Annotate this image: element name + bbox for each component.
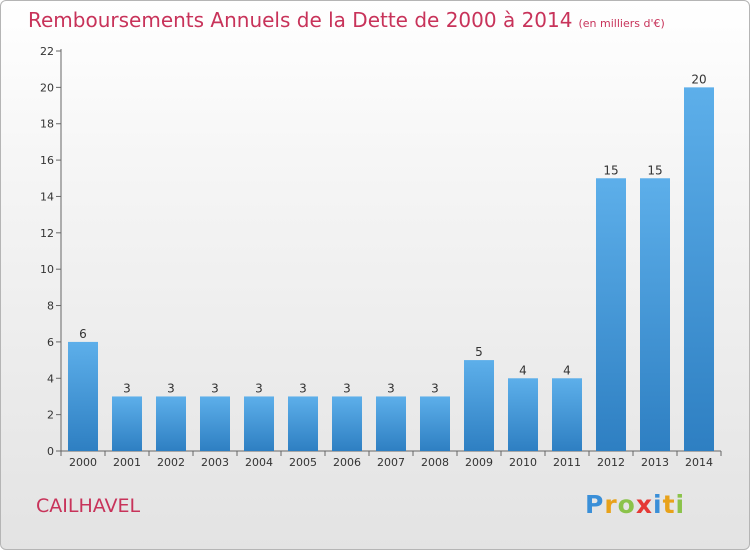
y-tick-label: 22 xyxy=(40,45,54,58)
bar-value-label: 3 xyxy=(299,381,307,395)
x-tick-label: 2010 xyxy=(509,456,537,469)
x-tick-label: 2007 xyxy=(377,456,405,469)
bar-value-label: 15 xyxy=(647,163,662,177)
bar-value-label: 4 xyxy=(563,363,571,377)
bar xyxy=(684,87,714,451)
bar-value-label: 3 xyxy=(387,381,395,395)
logo-letter: t xyxy=(662,490,676,519)
bar xyxy=(376,396,406,451)
y-tick-label: 12 xyxy=(40,227,54,240)
bar-value-label: 4 xyxy=(519,363,527,377)
logo-letter: o xyxy=(617,490,636,519)
bar-value-label: 3 xyxy=(343,381,351,395)
bar-value-label: 15 xyxy=(603,163,618,177)
x-tick-label: 2004 xyxy=(245,456,273,469)
bar xyxy=(420,396,450,451)
x-tick-label: 2012 xyxy=(597,456,625,469)
bar-value-label: 3 xyxy=(167,381,175,395)
y-tick-label: 0 xyxy=(47,445,54,458)
y-tick-label: 16 xyxy=(40,154,54,167)
chart-title: Remboursements Annuels de la Dette de 20… xyxy=(28,8,665,32)
bar-value-label: 6 xyxy=(79,327,87,341)
commune-name: CAILHAVEL xyxy=(36,495,141,517)
bar xyxy=(508,378,538,451)
bar xyxy=(288,396,318,451)
x-tick-label: 2014 xyxy=(685,456,713,469)
logo-letter: i xyxy=(653,490,663,519)
bar xyxy=(112,396,142,451)
x-tick-label: 2009 xyxy=(465,456,493,469)
bar xyxy=(464,360,494,451)
bar xyxy=(156,396,186,451)
unit-subtitle: (en milliers d'€) xyxy=(578,17,665,30)
bar-value-label: 5 xyxy=(475,345,483,359)
title-text: Remboursements Annuels de la Dette de 20… xyxy=(28,8,573,32)
logo-letter: x xyxy=(635,490,653,519)
x-tick-label: 2005 xyxy=(289,456,317,469)
bar xyxy=(596,178,626,452)
x-tick-label: 2013 xyxy=(641,456,669,469)
y-tick-label: 6 xyxy=(47,336,54,349)
bar-value-label: 20 xyxy=(691,72,706,86)
bar xyxy=(244,396,274,451)
bar xyxy=(68,341,98,451)
x-tick-label: 2006 xyxy=(333,456,361,469)
bar xyxy=(332,396,362,451)
y-tick-label: 8 xyxy=(47,300,54,313)
bar-value-label: 3 xyxy=(123,381,131,395)
x-tick-label: 2001 xyxy=(113,456,141,469)
x-tick-label: 2011 xyxy=(553,456,581,469)
y-tick-label: 4 xyxy=(47,372,54,385)
proxiti-logo: Proxiti xyxy=(585,490,685,519)
logo-letter: P xyxy=(585,490,605,519)
x-tick-label: 2008 xyxy=(421,456,449,469)
bar xyxy=(640,178,670,452)
y-tick-label: 2 xyxy=(47,409,54,422)
y-tick-label: 10 xyxy=(40,263,54,276)
x-tick-label: 2000 xyxy=(69,456,97,469)
bar xyxy=(552,378,582,451)
bar-value-label: 3 xyxy=(255,381,263,395)
y-tick-label: 20 xyxy=(40,81,54,94)
bar-value-label: 3 xyxy=(211,381,219,395)
x-tick-label: 2002 xyxy=(157,456,185,469)
logo-letter: i xyxy=(675,490,686,519)
y-tick-label: 18 xyxy=(40,118,54,131)
logo-letter: r xyxy=(604,490,618,519)
bar-value-label: 3 xyxy=(431,381,439,395)
y-tick-label: 14 xyxy=(40,190,54,203)
x-tick-label: 2003 xyxy=(201,456,229,469)
bar xyxy=(200,396,230,451)
